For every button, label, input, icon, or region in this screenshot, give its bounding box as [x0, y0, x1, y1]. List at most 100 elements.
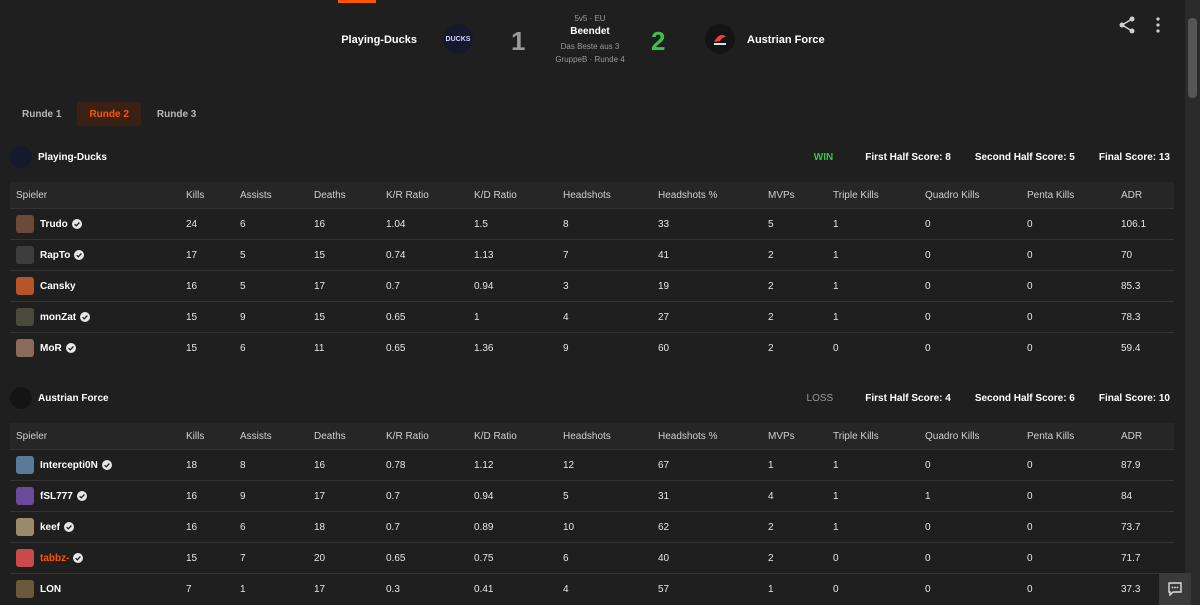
team-section-austrian-force: Austrian Force LOSS First Half Score: 4 Sec… — [10, 383, 1174, 604]
table-row[interactable]: keef 16 6 18 0.7 0.89 10 62 2 1 0 0 73.7 — [10, 511, 1174, 543]
table-row[interactable]: LON 7 1 17 0.3 0.41 4 57 1 0 0 0 37.3 — [10, 573, 1174, 604]
player-name[interactable]: Intercepti0N — [40, 459, 98, 471]
column-header[interactable]: Headshots — [557, 423, 652, 450]
stat-cell: 16 — [180, 480, 234, 512]
stat-cell: 0 — [919, 449, 1021, 481]
stat-cell: 1.5 — [468, 208, 557, 240]
scrollbar-thumb[interactable] — [1188, 18, 1197, 98]
table-row[interactable]: monZat 15 9 15 0.65 1 4 27 2 1 0 0 78.3 — [10, 301, 1174, 333]
column-header[interactable]: K/R Ratio — [380, 182, 468, 209]
table-header-row: Spieler Kills Assists Deaths K/R Ratio K/D Ra… — [10, 182, 1174, 209]
stat-cell: 0 — [827, 332, 919, 363]
stat-cell: 9 — [234, 480, 308, 512]
stat-cell: 0 — [919, 542, 1021, 574]
column-header[interactable]: Headshots % — [652, 182, 762, 209]
team-name[interactable]: Playing-Ducks — [38, 151, 107, 163]
column-header[interactable]: Deaths — [308, 182, 380, 209]
player-name[interactable]: LON — [40, 583, 62, 595]
player-name[interactable]: Cansky — [40, 280, 76, 292]
avatar[interactable] — [16, 308, 34, 326]
stat-cell: 7 — [180, 573, 234, 604]
avatar[interactable] — [16, 549, 34, 567]
player-name[interactable]: fSL777 — [40, 490, 73, 502]
stat-cell: 0.94 — [468, 270, 557, 302]
avatar[interactable] — [16, 277, 34, 295]
column-header[interactable]: Kills — [180, 182, 234, 209]
table-row[interactable]: MoR 15 6 11 0.65 1.36 9 60 2 0 0 0 59.4 — [10, 332, 1174, 363]
table-row[interactable]: RapTo 17 5 15 0.74 1.13 7 41 2 1 0 0 70 — [10, 239, 1174, 271]
avatar[interactable] — [16, 456, 34, 474]
avatar[interactable] — [16, 246, 34, 264]
column-header[interactable]: Triple Kills — [827, 423, 919, 450]
player-cell: Cansky — [10, 270, 180, 302]
column-header[interactable]: Headshots % — [652, 423, 762, 450]
player-name[interactable]: tabbz- — [40, 552, 70, 564]
stat-cell: 87.9 — [1115, 449, 1174, 481]
team-summary-header: Playing-Ducks WIN First Half Score: 8 Secon… — [10, 142, 1174, 172]
share-icon[interactable] — [1117, 15, 1137, 35]
column-header[interactable]: K/D Ratio — [468, 423, 557, 450]
stat-cell: 6 — [234, 332, 308, 363]
column-header[interactable]: K/D Ratio — [468, 182, 557, 209]
avatar[interactable] — [16, 580, 34, 598]
stat-cell: 3 — [557, 270, 652, 302]
table-row[interactable]: Trudo 24 6 16 1.04 1.5 8 33 5 1 0 0 106.1 — [10, 208, 1174, 240]
column-header[interactable]: Quadro Kills — [919, 423, 1021, 450]
table-row[interactable]: Cansky 16 5 17 0.7 0.94 3 19 2 1 0 0 85.3 — [10, 270, 1174, 302]
column-header[interactable]: MVPs — [762, 423, 827, 450]
player-name[interactable]: Trudo — [40, 218, 68, 230]
avatar[interactable] — [16, 518, 34, 536]
match-group-round: GruppeB · Runde 4 — [555, 55, 625, 64]
chat-button[interactable] — [1159, 573, 1191, 605]
column-header[interactable]: ADR — [1115, 182, 1174, 209]
more-vertical-icon[interactable] — [1150, 15, 1166, 35]
column-header[interactable]: K/R Ratio — [380, 423, 468, 450]
team-left-logo[interactable]: DUCKS — [443, 24, 473, 54]
tab-runde-3[interactable]: Runde 3 — [156, 108, 197, 120]
column-header[interactable]: Quadro Kills — [919, 182, 1021, 209]
column-header[interactable]: Assists — [234, 182, 308, 209]
tab-runde-2[interactable]: Runde 2 — [77, 102, 141, 126]
avatar[interactable] — [16, 487, 34, 505]
team-name[interactable]: Austrian Force — [38, 392, 109, 404]
team-logo[interactable] — [10, 387, 32, 409]
stat-cell: 6 — [234, 208, 308, 240]
player-name[interactable]: monZat — [40, 311, 77, 323]
team-summary-header: Austrian Force LOSS First Half Score: 4 Sec… — [10, 383, 1174, 413]
stat-cell: 27 — [652, 301, 762, 333]
table-row[interactable]: fSL777 16 9 17 0.7 0.94 5 31 4 1 1 0 84 — [10, 480, 1174, 512]
column-header[interactable]: Triple Kills — [827, 182, 919, 209]
page-scrollbar[interactable] — [1185, 0, 1200, 605]
avatar[interactable] — [16, 339, 34, 357]
stat-cell: 1 — [827, 270, 919, 302]
player-cell: MoR — [10, 332, 180, 363]
stat-cell: 5 — [557, 480, 652, 512]
table-row[interactable]: Intercepti0N 18 8 16 0.78 1.12 12 67 1 1 0 0 87.9 — [10, 449, 1174, 481]
column-header[interactable]: Spieler — [10, 182, 180, 209]
avatar[interactable] — [16, 215, 34, 233]
table-row[interactable]: tabbz- 15 7 20 0.65 0.75 6 40 2 0 0 0 71.7 — [10, 542, 1174, 574]
round-tabs: Runde 1 Runde 2 Runde 3 — [10, 102, 212, 126]
team-right-name[interactable]: Austrian Force — [747, 34, 825, 46]
column-header[interactable]: Headshots — [557, 182, 652, 209]
stat-cell: 1.04 — [380, 208, 468, 240]
stat-cell: 0 — [919, 573, 1021, 604]
column-header[interactable]: Kills — [180, 423, 234, 450]
column-header[interactable]: Penta Kills — [1021, 423, 1115, 450]
team-left-name[interactable]: Playing-Ducks — [341, 34, 417, 46]
player-name[interactable]: keef — [40, 521, 61, 533]
tab-runde-1[interactable]: Runde 1 — [22, 108, 62, 120]
column-header[interactable]: Deaths — [308, 423, 380, 450]
player-name[interactable]: RapTo — [40, 249, 71, 261]
column-header[interactable]: ADR — [1115, 423, 1174, 450]
column-header[interactable]: MVPs — [762, 182, 827, 209]
column-header[interactable]: Penta Kills — [1021, 182, 1115, 209]
stat-cell: 16 — [180, 511, 234, 543]
team-logo[interactable] — [10, 146, 32, 168]
player-name[interactable]: MoR — [40, 342, 62, 354]
stat-cell: 85.3 — [1115, 270, 1174, 302]
column-header[interactable]: Spieler — [10, 423, 180, 450]
score-left: 1 — [511, 26, 526, 56]
team-right-logo[interactable] — [705, 24, 735, 54]
column-header[interactable]: Assists — [234, 423, 308, 450]
